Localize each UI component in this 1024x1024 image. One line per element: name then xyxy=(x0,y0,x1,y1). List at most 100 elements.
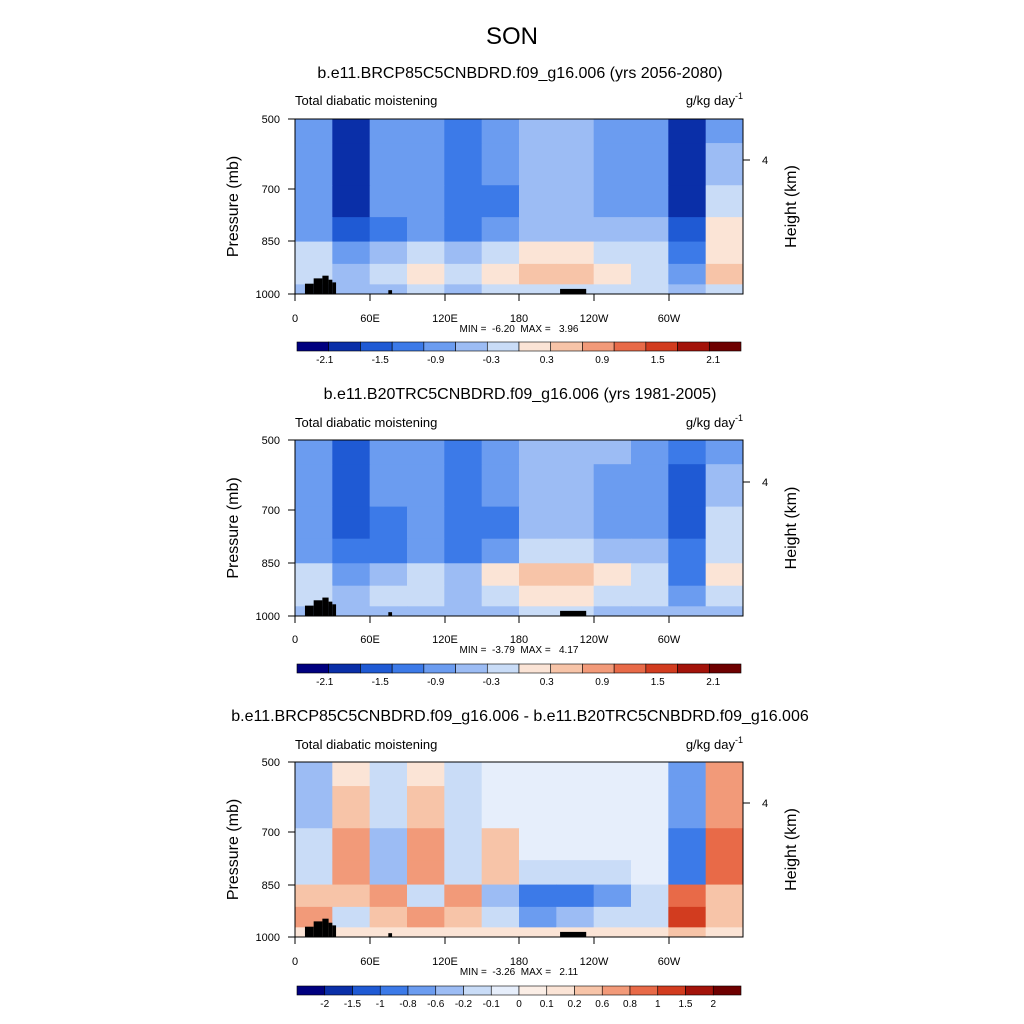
panel-2-variable-label: Total diabatic moistening xyxy=(295,415,437,430)
heatmap-cell xyxy=(407,860,445,886)
heatmap-cell xyxy=(444,241,483,265)
heatmap-cell xyxy=(519,185,557,218)
topography-block xyxy=(304,605,314,616)
heatmap-cell xyxy=(481,828,520,861)
heatmap-cell xyxy=(481,786,520,829)
panel-1-xtick-label: 60W xyxy=(658,313,681,325)
colorbar-swatch xyxy=(391,663,425,674)
heatmap-cell xyxy=(369,538,408,564)
colorbar-label: -2.1 xyxy=(316,355,334,366)
heatmap-cell xyxy=(668,606,707,617)
heatmap-cell xyxy=(407,464,445,508)
heatmap-cell xyxy=(481,606,520,617)
heatmap-cell xyxy=(407,828,445,861)
topography-block xyxy=(560,931,587,937)
heatmap-cell xyxy=(407,263,445,285)
heatmap-cell xyxy=(631,217,669,243)
panel-3-title: b.e11.BRCP85C5CNBDRD.f09_g16.006 - b.e11… xyxy=(231,708,809,725)
colorbar-swatch xyxy=(423,663,456,674)
panel-3-ytick-label: 700 xyxy=(262,827,280,839)
heatmap-cell xyxy=(668,906,707,928)
heatmap-cell xyxy=(519,241,557,265)
heatmap-cell xyxy=(556,464,595,508)
heatmap-cell xyxy=(668,143,707,186)
topography-block xyxy=(332,925,337,937)
panel-1-x-axis: 0 60E 120E 180 120W 60W xyxy=(292,294,681,325)
colorbar-label: 0.8 xyxy=(623,999,637,1010)
heatmap-cell xyxy=(631,263,669,285)
heatmap-cell xyxy=(593,906,632,928)
panel-1-xtick-label: 0 xyxy=(292,313,298,325)
colorbar-swatch xyxy=(677,663,710,674)
heatmap-cell xyxy=(332,538,371,564)
heatmap-cell xyxy=(556,906,595,928)
panel-1: b.e11.BRCP85C5CNBDRD.f09_g16.006 (yrs 20… xyxy=(225,65,800,366)
heatmap-cell xyxy=(444,927,483,938)
heatmap-cell xyxy=(407,786,445,829)
heatmap-cell xyxy=(631,927,669,938)
heatmap-cell xyxy=(332,884,371,908)
heatmap-cell xyxy=(295,538,333,564)
heatmap-cell xyxy=(556,860,595,886)
panel-1-xtick-label: 60E xyxy=(360,313,380,325)
heatmap-cell xyxy=(444,185,483,218)
heatmap-cell xyxy=(705,119,744,144)
colorbar-swatch xyxy=(463,985,492,996)
heatmap-cell xyxy=(705,762,744,787)
colorbar-swatch xyxy=(657,985,686,996)
heatmap-cell xyxy=(668,119,707,144)
heatmap-cell xyxy=(519,119,557,144)
panel-3-ylabel: Pressure (mb) xyxy=(225,799,242,900)
heatmap-cell xyxy=(332,241,371,265)
heatmap-cell xyxy=(407,185,445,218)
heatmap-cell xyxy=(631,185,669,218)
colorbar-label: 0.9 xyxy=(595,677,609,688)
heatmap-cell xyxy=(668,538,707,564)
panel-1-field xyxy=(295,119,744,295)
panel-2-units: g/kg day-1 xyxy=(686,413,743,430)
heatmap-cell xyxy=(631,563,669,587)
topography-block xyxy=(313,278,323,294)
colorbar-swatch xyxy=(455,341,488,352)
heatmap-cell xyxy=(444,119,483,144)
heatmap-cell xyxy=(481,263,520,285)
topography-block xyxy=(388,290,393,294)
colorbar-swatch xyxy=(328,341,361,352)
heatmap-cell xyxy=(519,143,557,186)
panel-3-xtick-label: 180 xyxy=(510,956,528,968)
heatmap-cell xyxy=(593,786,632,829)
colorbar-swatch xyxy=(629,985,659,996)
colorbar-label: -0.2 xyxy=(455,999,473,1010)
colorbar-swatch xyxy=(582,341,615,352)
heatmap-cell xyxy=(631,860,669,886)
heatmap-cell xyxy=(705,284,744,295)
colorbar-label: 0.2 xyxy=(568,999,582,1010)
topography-block xyxy=(328,279,333,294)
colorbar-label: 2.1 xyxy=(706,677,720,688)
heatmap-cell xyxy=(593,143,632,186)
panel-3-y-axis: 500 700 850 1000 Pressure (mb) xyxy=(225,757,295,944)
heatmap-cell xyxy=(556,585,595,607)
heatmap-cell xyxy=(332,263,371,285)
panel-2: b.e11.B20TRC5CNBDRD.f09_g16.006 (yrs 198… xyxy=(225,386,800,688)
heatmap-cell xyxy=(332,563,371,587)
heatmap-cell xyxy=(668,585,707,607)
colorbar-label: -2 xyxy=(320,999,329,1010)
colorbar-label: -0.9 xyxy=(427,355,445,366)
heatmap-cell xyxy=(631,906,669,928)
heatmap-cell xyxy=(407,585,445,607)
heatmap-cell xyxy=(705,860,744,886)
colorbar-label: 0.3 xyxy=(540,677,554,688)
heatmap-cell xyxy=(481,762,520,787)
heatmap-cell xyxy=(556,241,595,265)
colorbar-swatch xyxy=(296,985,326,996)
colorbar-label: 1 xyxy=(655,999,661,1010)
colorbar-swatch xyxy=(601,985,631,996)
heatmap-cell xyxy=(705,927,744,938)
heatmap-cell xyxy=(668,828,707,861)
colorbar-swatch xyxy=(486,663,520,674)
panel-2-xtick-label: 120E xyxy=(432,634,458,646)
heatmap-cell xyxy=(407,906,445,928)
heatmap-cell xyxy=(556,185,595,218)
topography-block xyxy=(313,921,323,937)
